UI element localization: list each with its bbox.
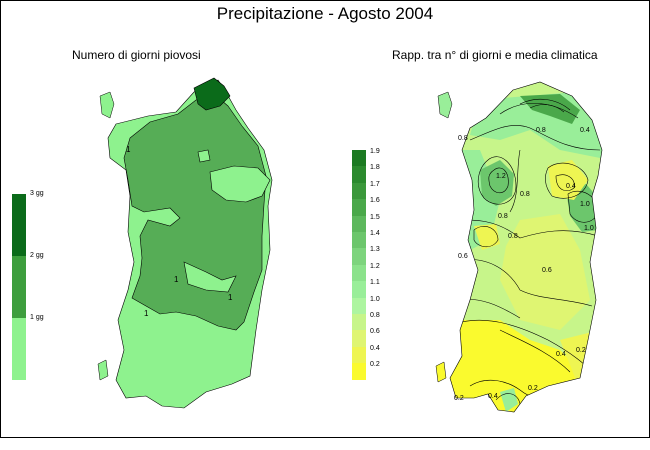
contour-label: 1 xyxy=(174,275,179,284)
legend-label: 1.3 xyxy=(370,246,380,254)
contour-label: 1.0 xyxy=(580,201,590,208)
legend-swatch xyxy=(352,346,366,364)
legend-swatch xyxy=(352,215,366,232)
contour-label: 0.4 xyxy=(580,127,590,134)
legend-label-3gg: 3 gg xyxy=(30,190,44,197)
contour-label: 0.4 xyxy=(488,393,498,400)
sardinia-2gg-region xyxy=(193,77,231,111)
legend-swatch-2gg xyxy=(12,256,26,318)
legend-label-2gg: 2 gg xyxy=(30,252,44,259)
contour-label: 0.8 xyxy=(536,127,546,134)
legend-label: 0.8 xyxy=(370,312,380,319)
contour-label: 1.0 xyxy=(584,225,594,232)
legend-label: 0.2 xyxy=(370,361,380,369)
legend-label: 0.6 xyxy=(370,328,380,336)
right-map-subtitle: Rapp. tra n° di giorni e media climatica xyxy=(392,48,598,62)
legend-label: 1.2 xyxy=(370,262,380,270)
legend-swatch xyxy=(352,297,366,314)
legend-swatch xyxy=(352,264,366,282)
ratio-zone-mid-low xyxy=(548,160,588,200)
right-map: 0.8 0.8 0.4 1.2 0.8 1.0 0.8 0.4 0.6 0.8 … xyxy=(435,81,603,413)
island-asinara xyxy=(99,91,115,119)
right-legend: 1.9 1.8 1.7 1.6 1.5 1.4 1.3 1.2 1.1 1.0 0.8 0.6 0.4 0… xyxy=(352,148,392,380)
low-count-patch-east xyxy=(209,165,271,203)
legend-label: 1.4 xyxy=(370,230,380,237)
ratio-zone-west-low xyxy=(474,224,500,250)
contour-label: 0.4 xyxy=(566,183,576,190)
contour-label: 0.6 xyxy=(458,253,468,260)
left-map-subtitle: Numero di giorni piovosi xyxy=(72,48,201,62)
legend-label-1gg: 1 gg xyxy=(30,314,44,321)
legend-swatch xyxy=(352,281,366,298)
legend-swatch xyxy=(352,314,366,331)
left-legend: 3 gg 2 gg 1 gg xyxy=(12,190,52,380)
contour-label: 1 xyxy=(144,309,149,318)
legend-label: 1.0 xyxy=(370,295,380,303)
legend-label: 1.7 xyxy=(370,180,380,188)
legend-label: 1.1 xyxy=(370,279,380,287)
legend-label: 1.6 xyxy=(370,197,380,205)
contour-label: 1 xyxy=(228,293,233,302)
legend-swatch xyxy=(352,363,366,380)
sardinia-1gg-region xyxy=(123,93,267,331)
island-southwest xyxy=(97,359,109,381)
right-island-southwest xyxy=(435,361,447,383)
contour-label: 0.8 xyxy=(498,213,508,220)
legend-swatch xyxy=(352,182,366,200)
low-count-patch-small xyxy=(197,149,211,163)
low-count-patch-centre xyxy=(183,261,237,293)
legend-swatch xyxy=(352,166,366,183)
ratio-zone-ne-high xyxy=(520,94,580,124)
legend-swatch xyxy=(352,232,366,249)
figure-title: Precipitazione - Agosto 2004 xyxy=(216,4,434,23)
legend-swatch-1gg xyxy=(12,318,26,380)
legend-label: 1.5 xyxy=(370,213,380,221)
legend-label: 1.8 xyxy=(370,164,380,172)
contour-label: 0.2 xyxy=(454,395,464,402)
legend-swatch xyxy=(352,199,366,216)
contour-label-group: 0.8 0.8 0.4 1.2 0.8 1.0 0.8 0.4 0.6 0.8 … xyxy=(454,127,594,402)
contour-label: 0.2 xyxy=(528,385,538,392)
legend-label: 1.9 xyxy=(370,148,380,155)
left-map: 1 1 1 1 xyxy=(97,77,273,409)
contour-label: 0.8 xyxy=(508,233,518,240)
contour-label: 0.2 xyxy=(576,347,586,354)
legend-swatch xyxy=(352,330,366,347)
contour-label: 1.2 xyxy=(496,173,506,180)
contour-label: 0.6 xyxy=(542,267,552,274)
contour-label: 0.4 xyxy=(556,351,566,358)
legend-swatch xyxy=(352,248,366,265)
legend-label: 0.4 xyxy=(370,344,380,352)
right-map-outline xyxy=(449,81,603,413)
right-island-asinara xyxy=(437,91,453,119)
legend-swatch xyxy=(352,150,366,167)
contour-label: 1 xyxy=(126,145,131,154)
contour-label: 0.8 xyxy=(520,191,530,198)
legend-swatch-3gg xyxy=(12,194,26,256)
contour-label: 0.8 xyxy=(458,135,468,142)
